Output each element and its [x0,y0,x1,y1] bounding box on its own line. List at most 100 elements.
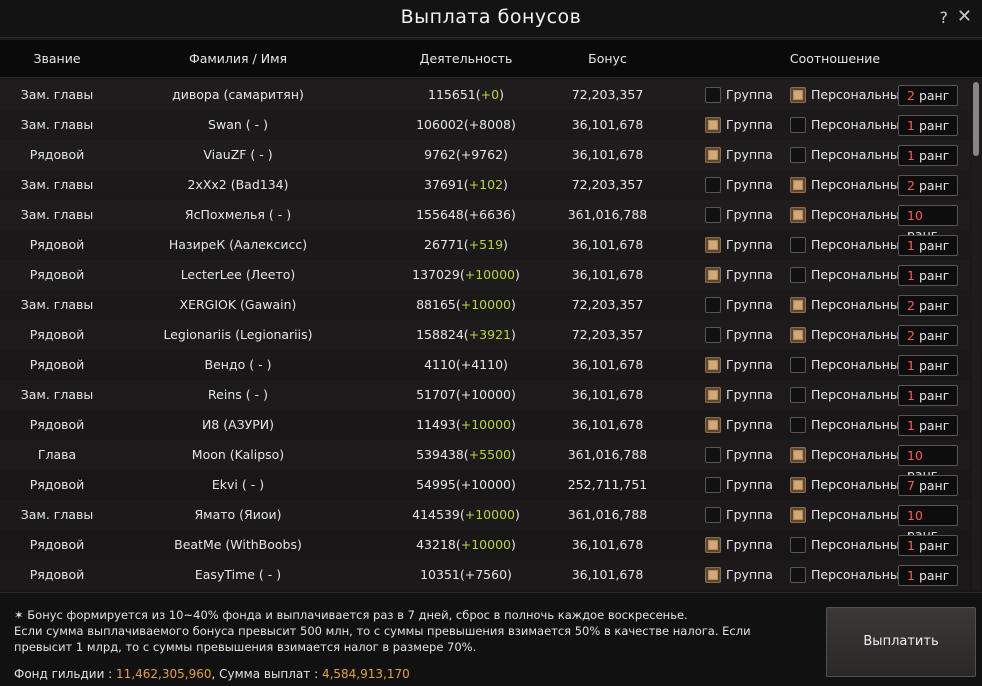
table-row[interactable]: Глава Moon (Kalipso) 539438(+5500) 361,016,… [0,440,970,482]
group-checkbox[interactable] [705,147,721,163]
table-row[interactable]: Зам. главы Ямато (Яиои) 414539(+10000) 361,… [0,500,970,542]
group-label: Группа [726,147,773,162]
member-rank: Рядовой [29,537,85,552]
personal-checkbox[interactable] [790,87,806,103]
pay-button[interactable]: Выплатить [826,607,976,677]
help-icon[interactable]: ? [939,8,949,27]
group-checkbox[interactable] [705,237,721,253]
group-checkbox[interactable] [705,117,721,133]
table-row[interactable]: Рядовой И8 (АЗУРИ) 11493(+10000) 36,101,678… [0,410,970,440]
column-header-name[interactable]: Фамилия / Имя [188,51,288,66]
personal-checkbox[interactable] [790,387,806,403]
member-bonus: 361,016,788 [567,447,648,462]
table-row[interactable]: Рядовой Ekvi ( - ) 54995(+10000) 252,711,75… [0,470,970,500]
activity-gain: +5500 [468,447,511,462]
group-checkbox[interactable] [705,357,721,373]
personal-checkbox[interactable] [790,507,806,523]
tier-selector[interactable]: 1 ранг [898,355,958,376]
table-row[interactable]: Зам. главы Reins ( - ) 51707(+10000) 36,101… [0,380,970,410]
scrollbar[interactable] [972,80,980,590]
tier-selector[interactable]: 1 ранг [898,265,958,286]
personal-checkbox[interactable] [790,117,806,133]
tier-number: 10 [907,448,923,463]
fund-label: Фонд гильдии : [14,667,117,681]
tier-selector[interactable]: 2 ранг [898,325,958,346]
group-checkbox[interactable] [705,177,721,193]
personal-checkbox[interactable] [790,207,806,223]
tier-selector[interactable]: 2 ранг [898,295,958,316]
group-label: Группа [726,87,773,102]
group-checkbox[interactable] [705,537,721,553]
table-row[interactable]: Рядовой EasyTime ( - ) 10351(+7560) 36,101,… [0,560,970,590]
personal-checkbox[interactable] [790,237,806,253]
table-row[interactable]: Рядовой НазиреК (Аалексисс) 26771(+519) 36,… [0,230,970,260]
tier-number: 7 [907,478,915,493]
tier-selector[interactable]: 1 ранг [898,145,958,166]
personal-checkbox[interactable] [790,357,806,373]
personal-checkbox[interactable] [790,147,806,163]
group-checkbox[interactable] [705,447,721,463]
personal-checkbox[interactable] [790,537,806,553]
personal-checkbox[interactable] [790,267,806,283]
table-row[interactable]: Рядовой Вендо ( - ) 4110(+4110) 36,101,678 Г… [0,350,970,380]
group-checkbox[interactable] [705,417,721,433]
close-icon[interactable]: ✕ [956,6,972,27]
personal-label: Персональный [811,477,908,492]
personal-checkbox[interactable] [790,567,806,583]
table-row[interactable]: Зам. главы дивора (самаритян) 115651(+0) 72… [0,80,970,110]
group-checkbox[interactable] [705,267,721,283]
member-activity: 10351(+7560) [380,560,552,590]
tier-selector[interactable]: 10 ранг [898,505,958,542]
tier-selector[interactable]: 10 ранг [898,205,958,242]
group-checkbox[interactable] [705,507,721,523]
group-checkbox[interactable] [705,477,721,493]
member-name: Ekvi ( - ) [211,477,265,492]
personal-checkbox[interactable] [790,477,806,493]
tier-selector[interactable]: 2 ранг [898,85,958,106]
table-row[interactable]: Рядовой BeatMe (WithBoobs) 43218(+10000) 36… [0,530,970,560]
tier-selector[interactable]: 10 ранг [898,445,958,482]
footer-panel: ✶ Бонус формируется из 10~40% фонда и вы… [0,592,982,686]
table-row[interactable]: Зам. главы ЯсПохмелья ( - ) 155648(+6636) 3… [0,200,970,242]
column-header-rank[interactable]: Звание [33,51,81,66]
tier-selector[interactable]: 1 ранг [898,565,958,586]
table-row[interactable]: Зам. главы XERGIOK (Gawain) 88165(+10000) 7… [0,290,970,320]
table-row[interactable]: Рядовой LecterLee (Леето) 137029(+10000) 36… [0,260,970,290]
tier-selector[interactable]: 1 ранг [898,415,958,436]
activity-gain: +10000 [464,507,515,522]
table-row[interactable]: Зам. главы 2xXx2 (Bad134) 37691(+102) 72,20… [0,170,970,200]
tier-selector[interactable]: 1 ранг [898,235,958,256]
personal-checkbox[interactable] [790,447,806,463]
tier-number: 1 [907,238,915,253]
tier-selector[interactable]: 7 ранг [898,475,958,496]
group-checkbox[interactable] [705,297,721,313]
group-checkbox[interactable] [705,567,721,583]
group-checkbox[interactable] [705,207,721,223]
column-header-activity[interactable]: Деятельность [419,51,513,66]
personal-checkbox[interactable] [790,327,806,343]
table-row[interactable]: Зам. главы Swan ( - ) 106002(+8008) 36,101,… [0,110,970,140]
activity-close: ) [514,507,520,522]
table-row[interactable]: Рядовой Legionariis (Legionariis) 158824(+… [0,320,970,350]
tier-selector[interactable]: 1 ранг [898,535,958,556]
group-checkbox[interactable] [705,387,721,403]
member-rank: Рядовой [29,417,85,432]
group-checkbox[interactable] [705,327,721,343]
personal-checkbox[interactable] [790,177,806,193]
activity-value: 10351(+7560) [420,567,512,582]
scrollbar-thumb[interactable] [973,82,979,156]
personal-label: Персональный [811,117,908,132]
personal-checkbox[interactable] [790,417,806,433]
member-rank: Рядовой [29,567,85,582]
member-bonus: 252,711,751 [567,477,648,492]
tier-selector[interactable]: 2 ранг [898,175,958,196]
group-label: Группа [726,357,773,372]
group-checkbox[interactable] [705,87,721,103]
column-header-bonus[interactable]: Бонус [588,51,627,66]
personal-checkbox[interactable] [790,297,806,313]
tier-selector[interactable]: 1 ранг [898,115,958,136]
table-row[interactable]: Рядовой ViauZF ( - ) 9762(+9762) 36,101,678… [0,140,970,170]
sum-value: 4,584,913,170 [321,667,410,681]
member-activity: 155648(+6636) [380,200,552,230]
tier-selector[interactable]: 1 ранг [898,385,958,406]
